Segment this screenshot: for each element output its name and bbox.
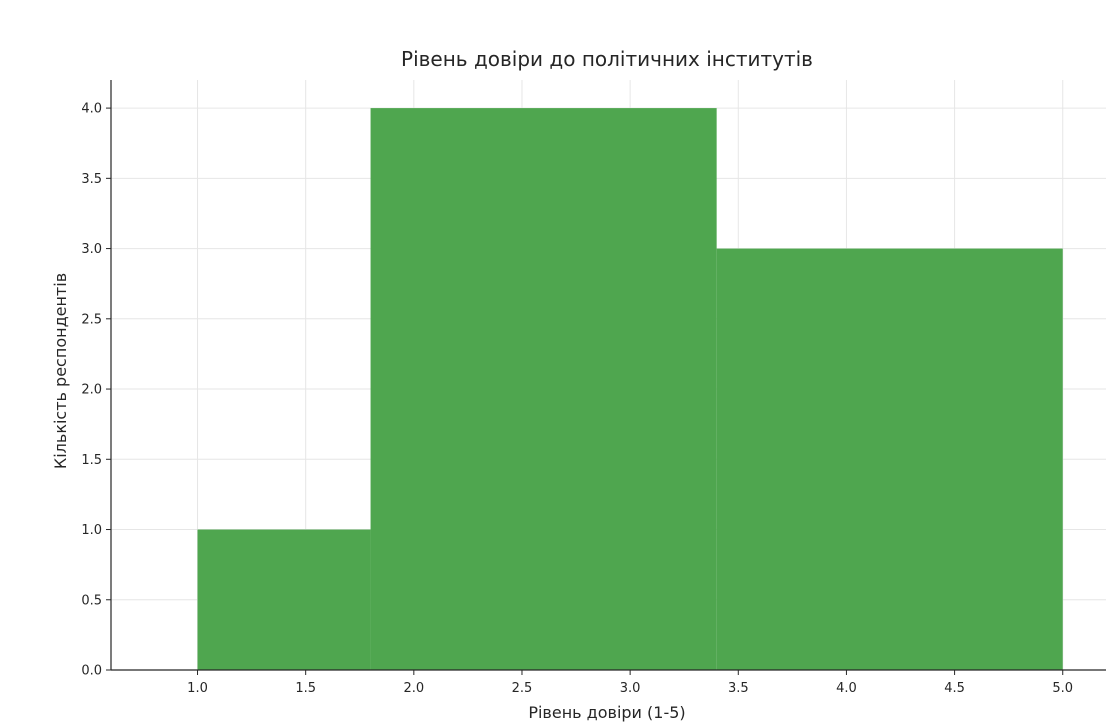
x-tick-label: 1.0 (187, 681, 208, 696)
x-tick-label: 5.0 (1052, 681, 1073, 696)
y-tick-label: 4.0 (81, 102, 102, 117)
x-tick-label: 2.5 (512, 681, 533, 696)
y-tick-label: 1.5 (81, 453, 102, 468)
histogram-bar (370, 108, 717, 671)
chart-title: Рівень довіри до політичних інститутів (401, 47, 813, 71)
x-tick-label: 4.0 (836, 681, 857, 696)
bars (197, 108, 1063, 671)
y-tick-label: 2.5 (81, 312, 102, 327)
y-tick-label: 3.5 (81, 172, 102, 187)
x-tick-label: 3.0 (620, 681, 641, 696)
x-ticks: 1.0 1.5 2.0 2.5 3.0 3.5 4.0 4.5 5.0 (187, 670, 1073, 696)
y-axis-label: Кількість респондентів (51, 273, 70, 469)
y-tick-label: 0.5 (81, 593, 102, 608)
histogram-bar (197, 529, 371, 670)
y-tick-label: 3.0 (81, 242, 102, 257)
x-axis-label: Рівень довіри (1-5) (528, 703, 685, 722)
y-ticks: 0.0 0.5 1.0 1.5 2.0 2.5 3.0 3.5 4.0 (81, 102, 111, 679)
x-tick-label: 1.5 (295, 681, 316, 696)
x-tick-label: 4.5 (944, 681, 965, 696)
x-tick-label: 3.5 (728, 681, 749, 696)
x-tick-label: 2.0 (403, 681, 424, 696)
y-tick-label: 1.0 (81, 523, 102, 538)
y-tick-label: 0.0 (81, 664, 102, 679)
histogram-bar (716, 248, 1063, 671)
y-tick-label: 2.0 (81, 383, 102, 398)
